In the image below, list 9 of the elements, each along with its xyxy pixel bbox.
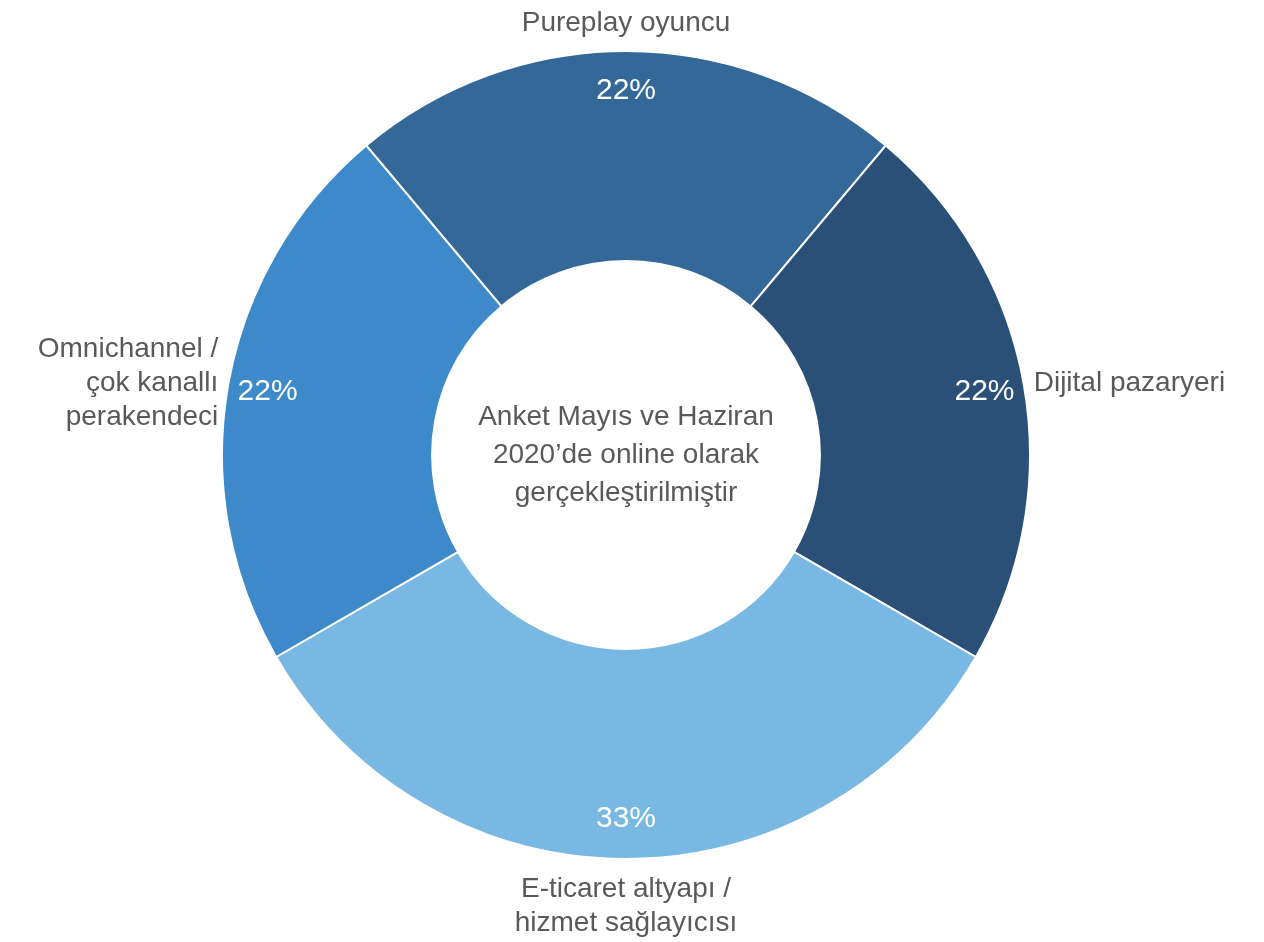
data-label: 22% xyxy=(954,373,1015,407)
text: Anket Mayıs ve Haziran 2020’de online olarak gerçekleştirilmiştir xyxy=(478,399,774,507)
slice-label: Omnichannel / çok kanallı perakendeci xyxy=(37,331,219,431)
slice-label: Pureplay oyuncu xyxy=(521,5,731,37)
data-label: 22% xyxy=(595,72,657,106)
data-label: 22% xyxy=(237,373,298,407)
slice-label: Dijital pazaryeri xyxy=(1033,365,1226,397)
data-label: 33% xyxy=(595,800,657,834)
slice-label: E-ticaret altyapı / hizmet sağlayıcısı xyxy=(514,871,738,937)
